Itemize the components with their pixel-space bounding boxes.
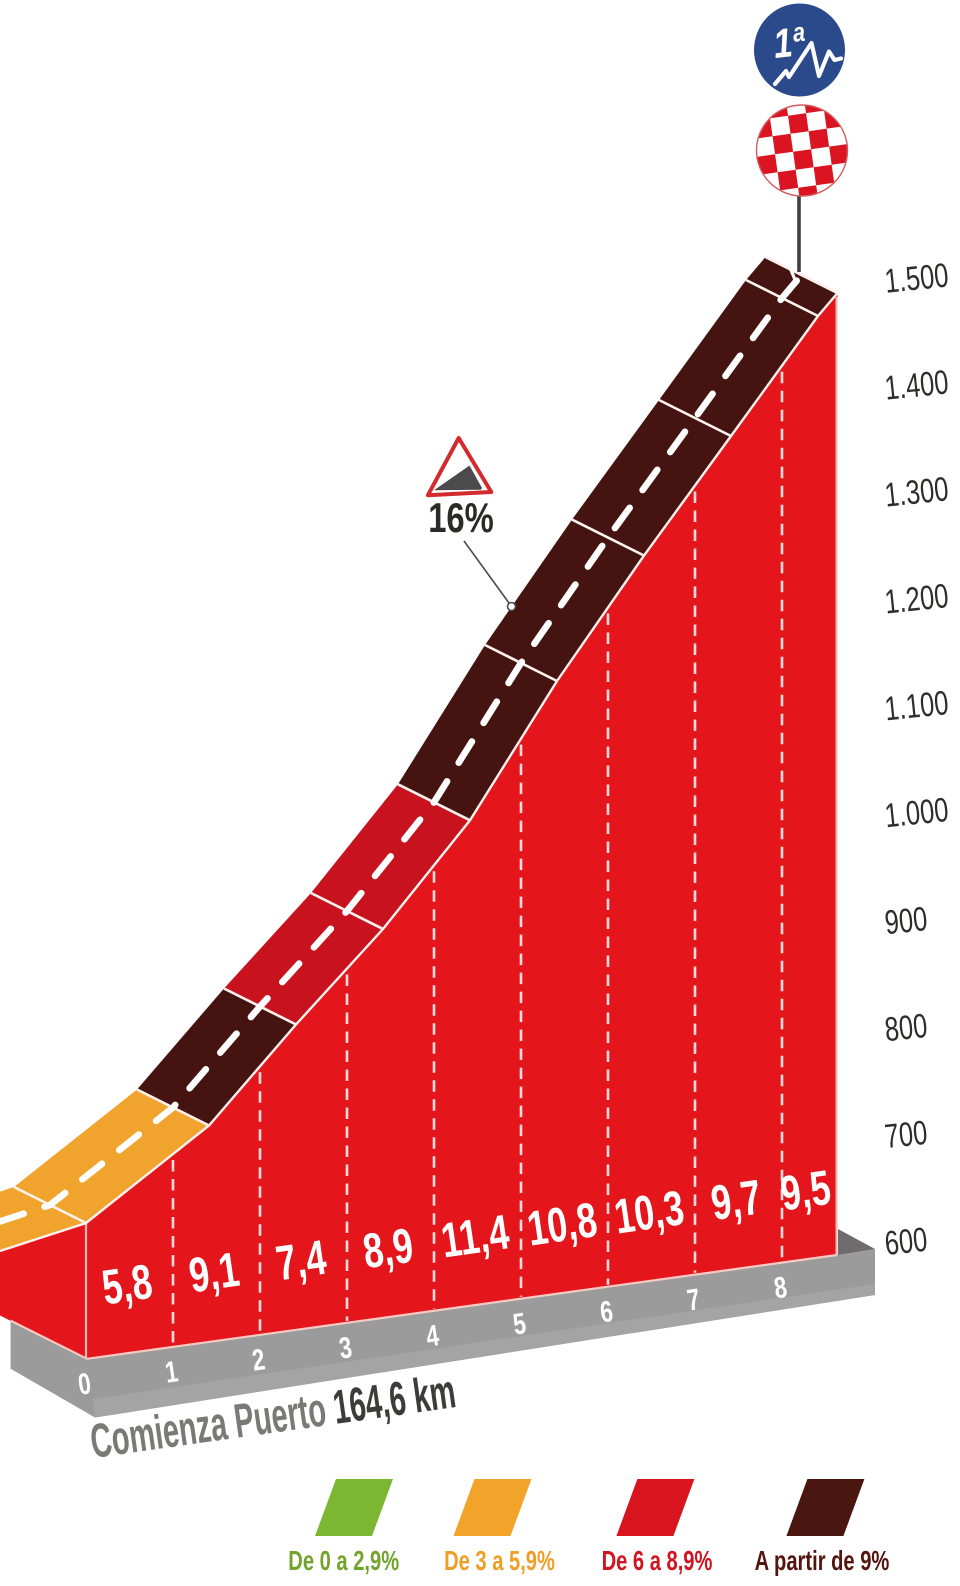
svg-text:6: 6 bbox=[598, 1294, 615, 1329]
svg-text:1.000: 1.000 bbox=[883, 791, 950, 835]
svg-text:8: 8 bbox=[772, 1270, 789, 1305]
svg-text:1.400: 1.400 bbox=[883, 364, 950, 408]
svg-text:9,7: 9,7 bbox=[708, 1170, 765, 1231]
svg-text:7: 7 bbox=[685, 1282, 702, 1317]
svg-text:1: 1 bbox=[163, 1354, 180, 1389]
svg-text:De 3 a 5,9%: De 3 a 5,9% bbox=[444, 1546, 555, 1577]
svg-text:7,4: 7,4 bbox=[273, 1230, 330, 1291]
svg-text:10,8: 10,8 bbox=[524, 1193, 601, 1257]
svg-text:De 0 a 2,9%: De 0 a 2,9% bbox=[288, 1546, 399, 1577]
svg-text:3: 3 bbox=[337, 1330, 354, 1365]
svg-text:700: 700 bbox=[883, 1114, 929, 1156]
svg-text:1.100: 1.100 bbox=[883, 685, 950, 729]
svg-text:1.200: 1.200 bbox=[883, 578, 950, 622]
svg-text:5: 5 bbox=[511, 1306, 528, 1341]
svg-text:5,8: 5,8 bbox=[99, 1254, 156, 1315]
svg-text:9,1: 9,1 bbox=[186, 1242, 243, 1303]
svg-text:16%: 16% bbox=[428, 494, 494, 541]
svg-text:8,9: 8,9 bbox=[360, 1218, 417, 1279]
svg-text:De 6 a 8,9%: De 6 a 8,9% bbox=[602, 1546, 713, 1577]
svg-text:1.500: 1.500 bbox=[883, 257, 950, 301]
svg-text:9,5: 9,5 bbox=[777, 1160, 834, 1221]
svg-text:2: 2 bbox=[250, 1342, 267, 1377]
svg-text:4: 4 bbox=[424, 1318, 441, 1353]
svg-text:10,3: 10,3 bbox=[611, 1181, 688, 1245]
svg-text:600: 600 bbox=[883, 1221, 929, 1263]
svg-text:900: 900 bbox=[883, 901, 929, 943]
svg-text:1.300: 1.300 bbox=[883, 471, 950, 515]
svg-text:11,4: 11,4 bbox=[438, 1205, 513, 1269]
svg-text:A partir de 9%: A partir de 9% bbox=[755, 1546, 890, 1577]
svg-text:800: 800 bbox=[883, 1007, 929, 1049]
svg-text:0: 0 bbox=[76, 1366, 93, 1401]
